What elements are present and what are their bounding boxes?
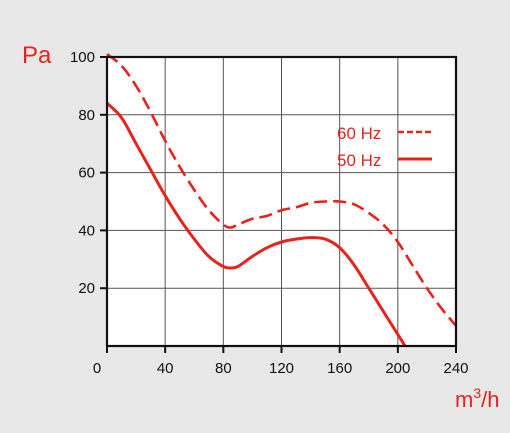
x-tick-label-200: 200 xyxy=(385,360,410,377)
x-tick-label-0: 0 xyxy=(93,360,101,377)
x-axis-ticks: 0 40 80 120 160 200 240 xyxy=(93,346,469,377)
legend-label-50hz: 50 Hz xyxy=(337,151,381,170)
legend-label-60hz: 60 Hz xyxy=(337,124,381,143)
x-tick-label-120: 120 xyxy=(269,360,294,377)
x-tick-label-40: 40 xyxy=(157,360,174,377)
y-tick-label-100: 100 xyxy=(70,49,95,66)
x-axis-label: m3/h xyxy=(455,385,499,412)
x-tick-label-160: 160 xyxy=(327,360,352,377)
y-tick-label-40: 40 xyxy=(78,222,95,239)
x-axis-label-tail: /h xyxy=(481,387,499,412)
gridlines xyxy=(107,57,456,346)
legend: 60 Hz 50 Hz xyxy=(337,124,432,170)
x-tick-label-240: 240 xyxy=(443,360,468,377)
y-tick-label-60: 60 xyxy=(78,165,95,182)
y-tick-label-20: 20 xyxy=(78,280,95,297)
y-axis-ticks: 20 40 60 80 100 xyxy=(70,49,107,297)
series-line-50hz xyxy=(105,102,407,347)
y-axis-label: Pa xyxy=(22,42,52,69)
series-line-60hz xyxy=(106,53,458,327)
x-tick-label-80: 80 xyxy=(215,360,232,377)
x-axis-label-base: m xyxy=(455,387,473,412)
y-tick-label-80: 80 xyxy=(78,107,95,124)
curves xyxy=(105,53,458,347)
x-axis-label-superscript: 3 xyxy=(473,385,481,401)
